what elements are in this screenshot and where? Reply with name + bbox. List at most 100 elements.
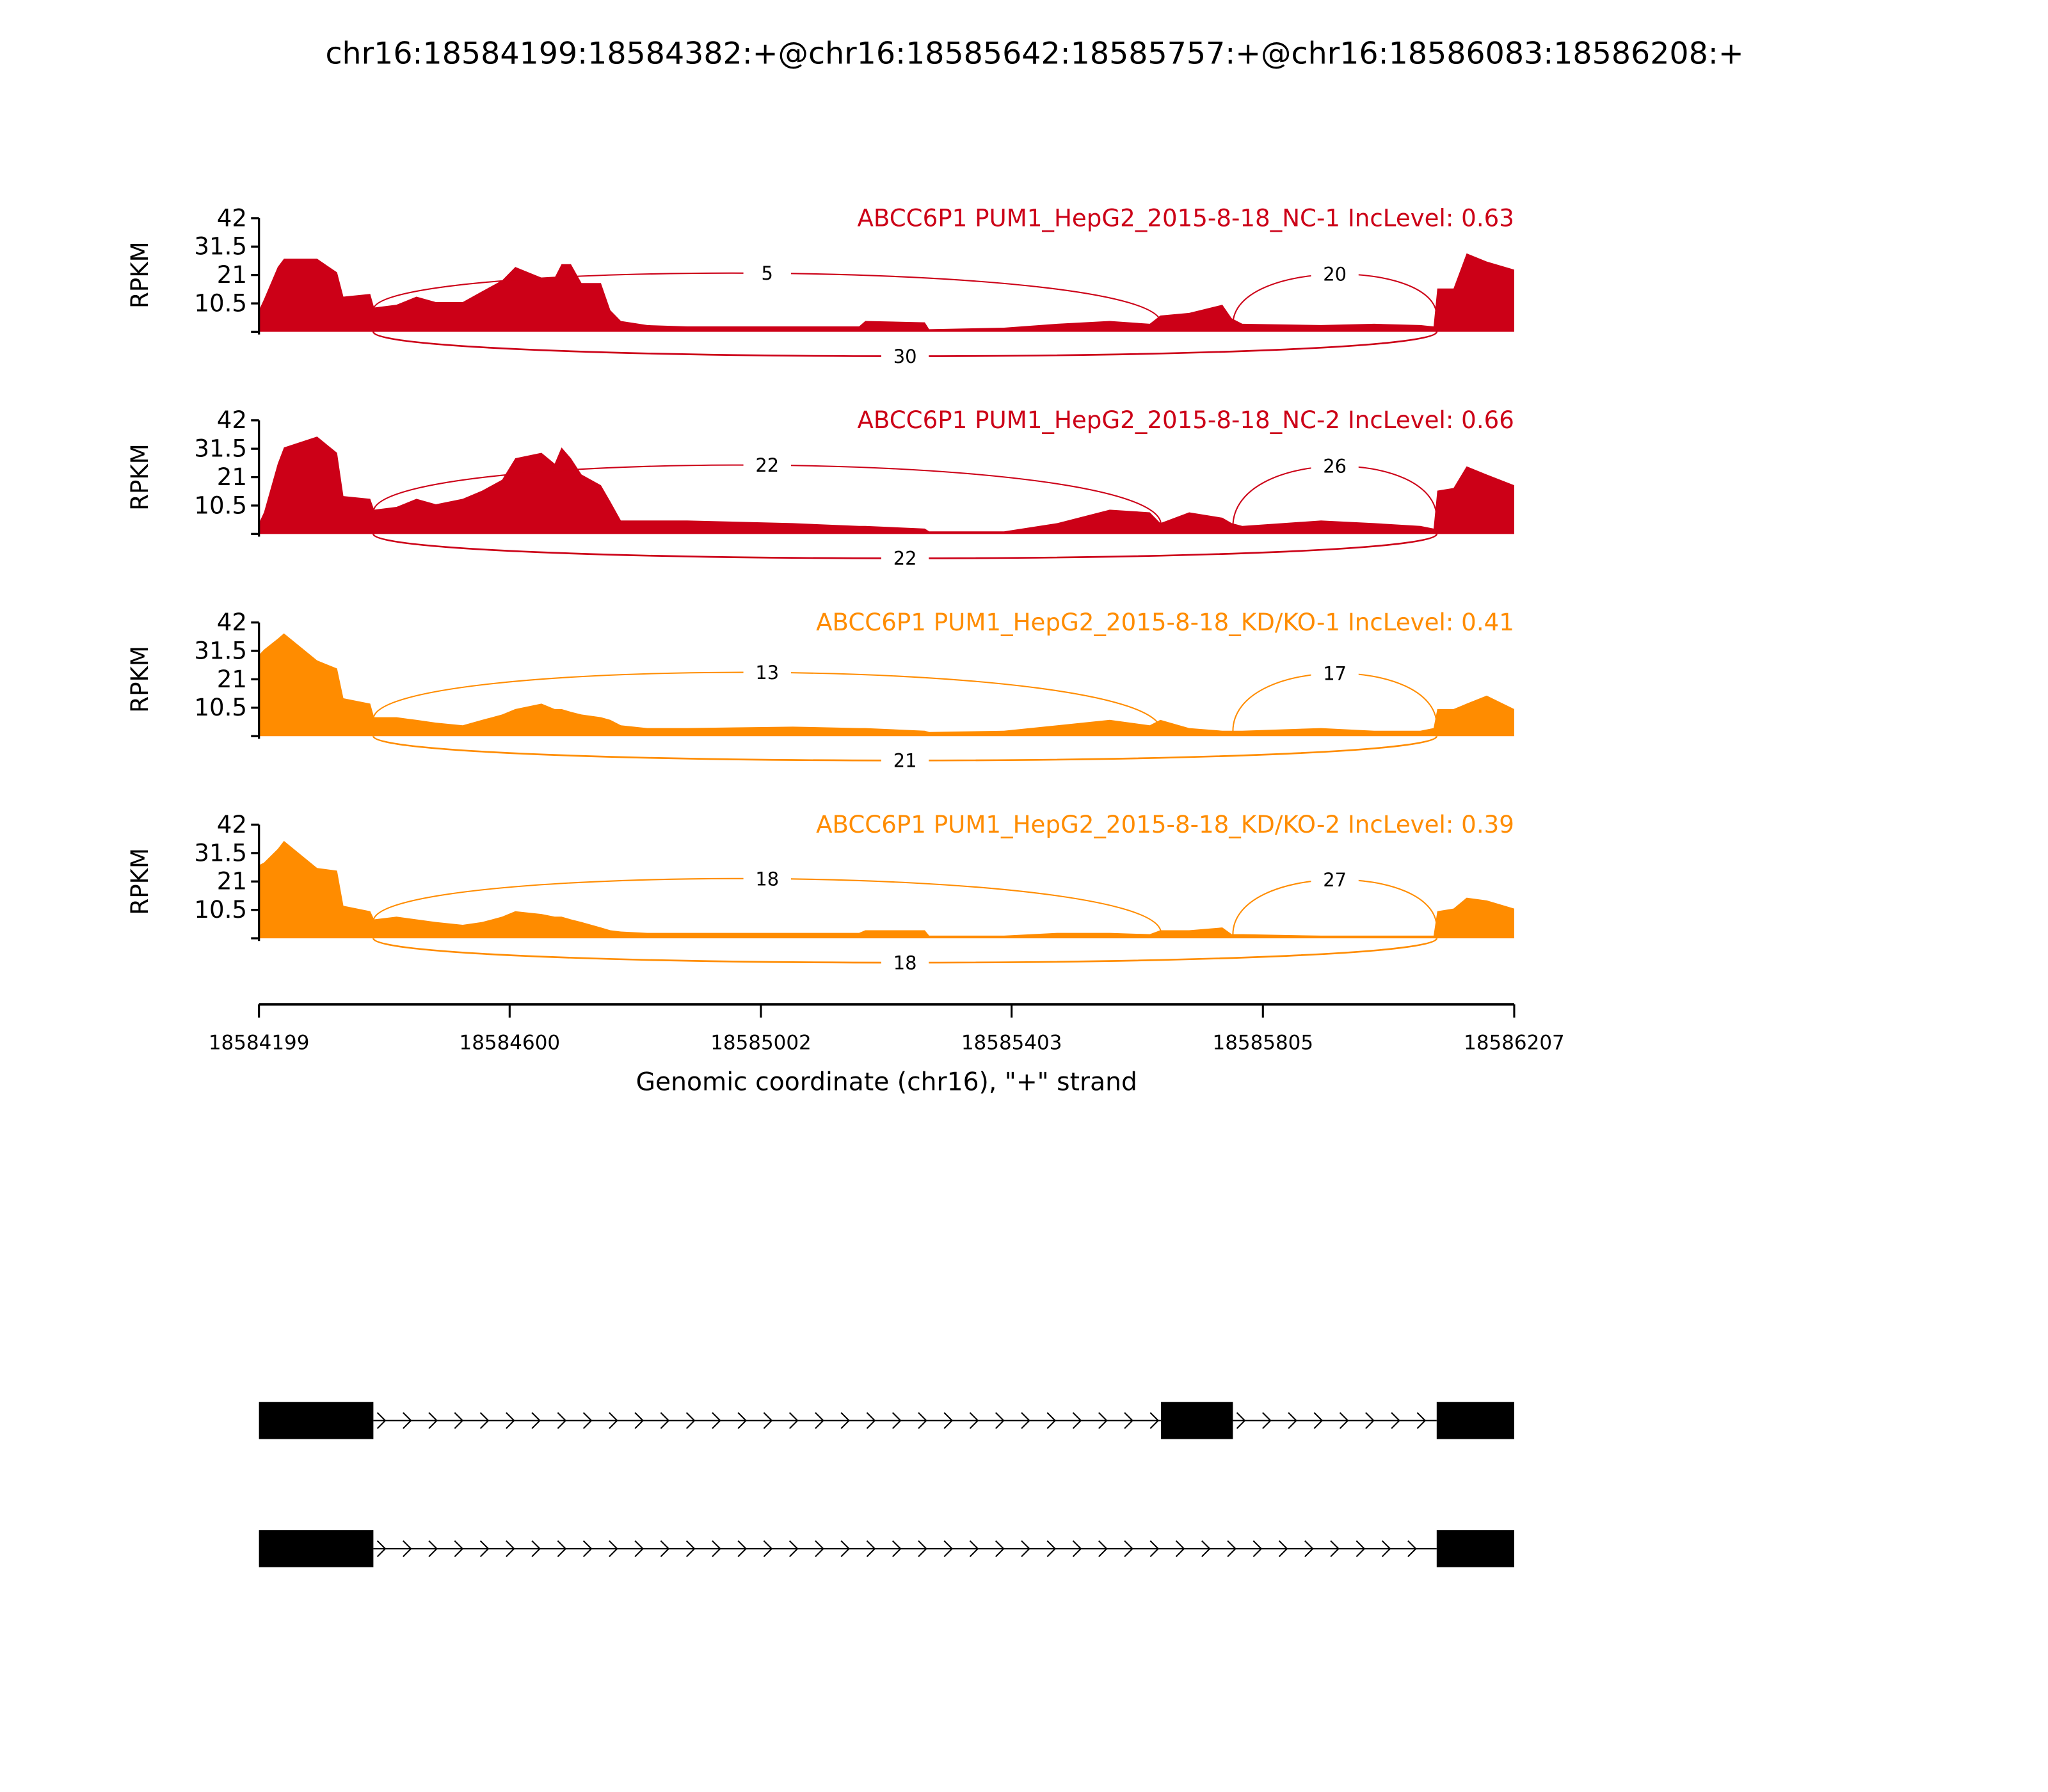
strand-chevron-icon <box>557 1412 567 1429</box>
junction-count: 22 <box>755 454 779 476</box>
junction-label-bg <box>743 453 791 477</box>
strand-chevron-icon <box>428 1412 438 1429</box>
junction-label-bg <box>743 261 791 285</box>
strand-chevron-icon <box>1339 1412 1349 1429</box>
strand-chevron-icon <box>660 1412 670 1429</box>
strand-chevron-icon <box>969 1540 979 1557</box>
strand-chevron-icon <box>737 1412 748 1429</box>
strand-chevron-icon <box>609 1540 618 1557</box>
strand-chevron-icon <box>1149 1540 1160 1557</box>
y-tick-label: 31.5 <box>194 839 247 867</box>
junction-count: 18 <box>755 868 779 890</box>
strand-chevron-icon <box>1391 1412 1400 1429</box>
junction-label-bg <box>1311 867 1359 892</box>
strand-chevron-icon <box>531 1540 541 1557</box>
junction-label-bg <box>881 344 929 369</box>
strand-chevron-icon <box>737 1540 748 1557</box>
junction-count: 21 <box>893 750 917 772</box>
strand-chevron-icon <box>788 1412 799 1429</box>
strand-chevron-icon <box>454 1412 464 1429</box>
junction-label-bg <box>1311 661 1359 685</box>
strand-chevron-icon <box>969 1412 979 1429</box>
y-tick-label: 31.5 <box>194 435 247 463</box>
strand-chevron-icon <box>995 1412 1005 1429</box>
strand-chevron-icon <box>479 1412 490 1429</box>
strand-chevron-icon <box>995 1540 1005 1557</box>
junction-count: 30 <box>893 346 917 367</box>
strand-chevron-icon <box>660 1540 670 1557</box>
strand-chevron-icon <box>403 1412 412 1429</box>
strand-chevron-icon <box>1072 1412 1082 1429</box>
coverage-area <box>259 840 1514 939</box>
strand-chevron-icon <box>866 1540 876 1557</box>
y-tick-label: 10.5 <box>194 289 247 317</box>
strand-chevron-icon <box>1046 1540 1057 1557</box>
sample-title: ABCC6P1 PUM1_HepG2_2015-8-18_KD/KO-1 Inc… <box>816 609 1514 636</box>
strand-chevron-icon <box>1304 1540 1314 1557</box>
x-axis-label: Genomic coordinate (chr16), "+" strand <box>636 1068 1137 1096</box>
strand-chevron-icon <box>1175 1540 1185 1557</box>
strand-chevron-icon <box>712 1540 721 1557</box>
strand-chevron-icon <box>428 1540 438 1557</box>
strand-chevron-icon <box>815 1412 824 1429</box>
strand-chevron-icon <box>454 1540 464 1557</box>
strand-chevron-icon <box>918 1540 927 1557</box>
exon-block <box>1436 1402 1514 1439</box>
strand-chevron-icon <box>1021 1412 1030 1429</box>
strand-chevron-icon <box>1381 1540 1391 1557</box>
coverage-area <box>259 436 1514 534</box>
strand-chevron-icon <box>557 1540 567 1557</box>
strand-chevron-icon <box>685 1412 696 1429</box>
y-axis-label: RPKM <box>126 848 154 915</box>
y-tick-label: 42 <box>217 811 247 838</box>
strand-chevron-icon <box>943 1412 954 1429</box>
strand-chevron-icon <box>892 1412 902 1429</box>
strand-chevron-icon <box>582 1540 593 1557</box>
strand-chevron-icon <box>376 1412 387 1429</box>
strand-chevron-icon <box>1252 1540 1263 1557</box>
junction-label-bg <box>881 546 929 570</box>
junction-label-bg <box>881 748 929 772</box>
y-tick-label: 42 <box>217 609 247 636</box>
strand-chevron-icon <box>685 1540 696 1557</box>
y-tick-label: 21 <box>217 463 247 491</box>
strand-chevron-icon <box>1416 1412 1427 1429</box>
chart-title: chr16:18584199:18584382:+@chr16:18585642… <box>325 36 1743 71</box>
junction-count: 20 <box>1323 264 1347 285</box>
junction-count: 27 <box>1323 869 1347 891</box>
y-axis-label: RPKM <box>126 646 154 713</box>
strand-chevron-icon <box>840 1540 851 1557</box>
strand-chevron-icon <box>1313 1412 1324 1429</box>
junction-label-bg <box>1311 262 1359 286</box>
y-tick-label: 31.5 <box>194 233 247 260</box>
x-axis: 18584199 18584600 18585002 18585403 18585805… <box>209 1003 1565 1054</box>
y-tick-label: 10.5 <box>194 694 247 721</box>
junction-count: 17 <box>1323 662 1347 684</box>
y-tick-label: 21 <box>217 666 247 693</box>
junction-count: 22 <box>893 548 917 570</box>
strand-chevron-icon <box>918 1412 927 1429</box>
x-tick-label: 18586207 <box>1464 1031 1565 1054</box>
junction-count: 13 <box>755 662 779 684</box>
strand-chevron-icon <box>1407 1540 1417 1557</box>
y-tick-label: 10.5 <box>194 492 247 519</box>
strand-chevron-icon <box>840 1412 851 1429</box>
x-tick-label: 18584199 <box>209 1031 310 1054</box>
sample-title: ABCC6P1 PUM1_HepG2_2015-8-18_KD/KO-2 Inc… <box>816 811 1514 838</box>
strand-chevron-icon <box>634 1412 644 1429</box>
junction-label-bg <box>743 867 791 891</box>
strand-chevron-icon <box>1262 1412 1272 1429</box>
strand-chevron-icon <box>1098 1412 1108 1429</box>
strand-chevron-icon <box>582 1412 593 1429</box>
y-tick-label: 31.5 <box>194 637 247 664</box>
y-axis-label: RPKM <box>126 444 154 511</box>
strand-chevron-icon <box>1227 1540 1236 1557</box>
strand-chevron-icon <box>1278 1540 1288 1557</box>
strand-chevron-icon <box>1072 1540 1082 1557</box>
strand-chevron-icon <box>788 1540 799 1557</box>
x-tick-label: 18585403 <box>961 1031 1062 1054</box>
